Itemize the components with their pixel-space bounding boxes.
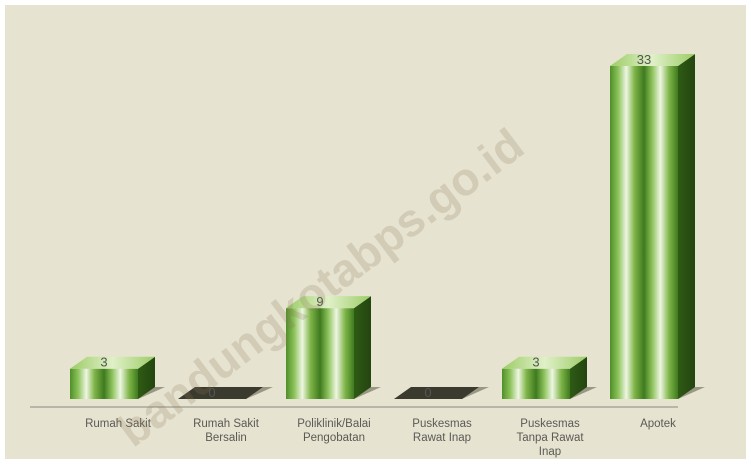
bar: 9 — [286, 294, 381, 399]
data-label: 0 — [424, 385, 431, 400]
bar-top — [502, 356, 587, 369]
x-tick-label: Rumah Sakit — [85, 418, 152, 430]
bar-front — [70, 368, 138, 399]
data-label: 9 — [316, 294, 323, 309]
x-tick-label-line: Inap — [539, 446, 561, 458]
bar: 0 — [394, 385, 489, 400]
x-tick-label-line: Apotek — [640, 418, 676, 430]
x-tick-label-line: Puskesmas — [412, 418, 472, 430]
data-label: 0 — [208, 385, 215, 400]
x-tick-label-line: Puskesmas — [520, 418, 580, 430]
bar: 3 — [502, 355, 597, 399]
x-tick-label-line: Rumah Sakit — [85, 418, 152, 430]
data-label: 33 — [637, 52, 651, 67]
x-tick-label: Poliklinik/Balai Pengobatan — [297, 418, 371, 444]
x-tick-label: Rumah Sakit Bersalin — [193, 418, 260, 444]
data-label: 3 — [532, 355, 539, 370]
bar-front — [502, 368, 570, 399]
data-label: 3 — [100, 355, 107, 370]
bar-top — [286, 296, 371, 309]
bar: 33 — [610, 52, 705, 399]
x-tick-label: Puskesmas Rawat Inap — [412, 418, 472, 444]
bar-top — [610, 54, 695, 66]
bar-front — [286, 308, 354, 399]
x-tick-label-line: Poliklinik/Balai — [297, 418, 371, 430]
x-tick-label-line: Rawat Inap — [413, 432, 471, 444]
bar-side — [138, 356, 155, 399]
x-tick-label-line: Pengobatan — [303, 432, 365, 444]
bar-side — [354, 296, 371, 399]
bar: 0 — [178, 385, 273, 400]
bar-side — [570, 356, 587, 399]
x-tick-label: Apotek — [640, 418, 676, 430]
bar-top — [70, 356, 155, 369]
x-tick-label-line: Bersalin — [205, 432, 247, 444]
bar-front — [610, 66, 678, 399]
x-tick-label: Puskesmas Tanpa Rawat Inap — [516, 418, 584, 458]
bar-zero-plate — [394, 387, 479, 399]
bar-zero-plate — [178, 387, 263, 399]
bar-side — [678, 54, 695, 399]
x-tick-label-line: Tanpa Rawat — [516, 432, 584, 444]
x-tick-label-line: Rumah Sakit — [193, 418, 260, 430]
bar: 3 — [70, 355, 165, 399]
